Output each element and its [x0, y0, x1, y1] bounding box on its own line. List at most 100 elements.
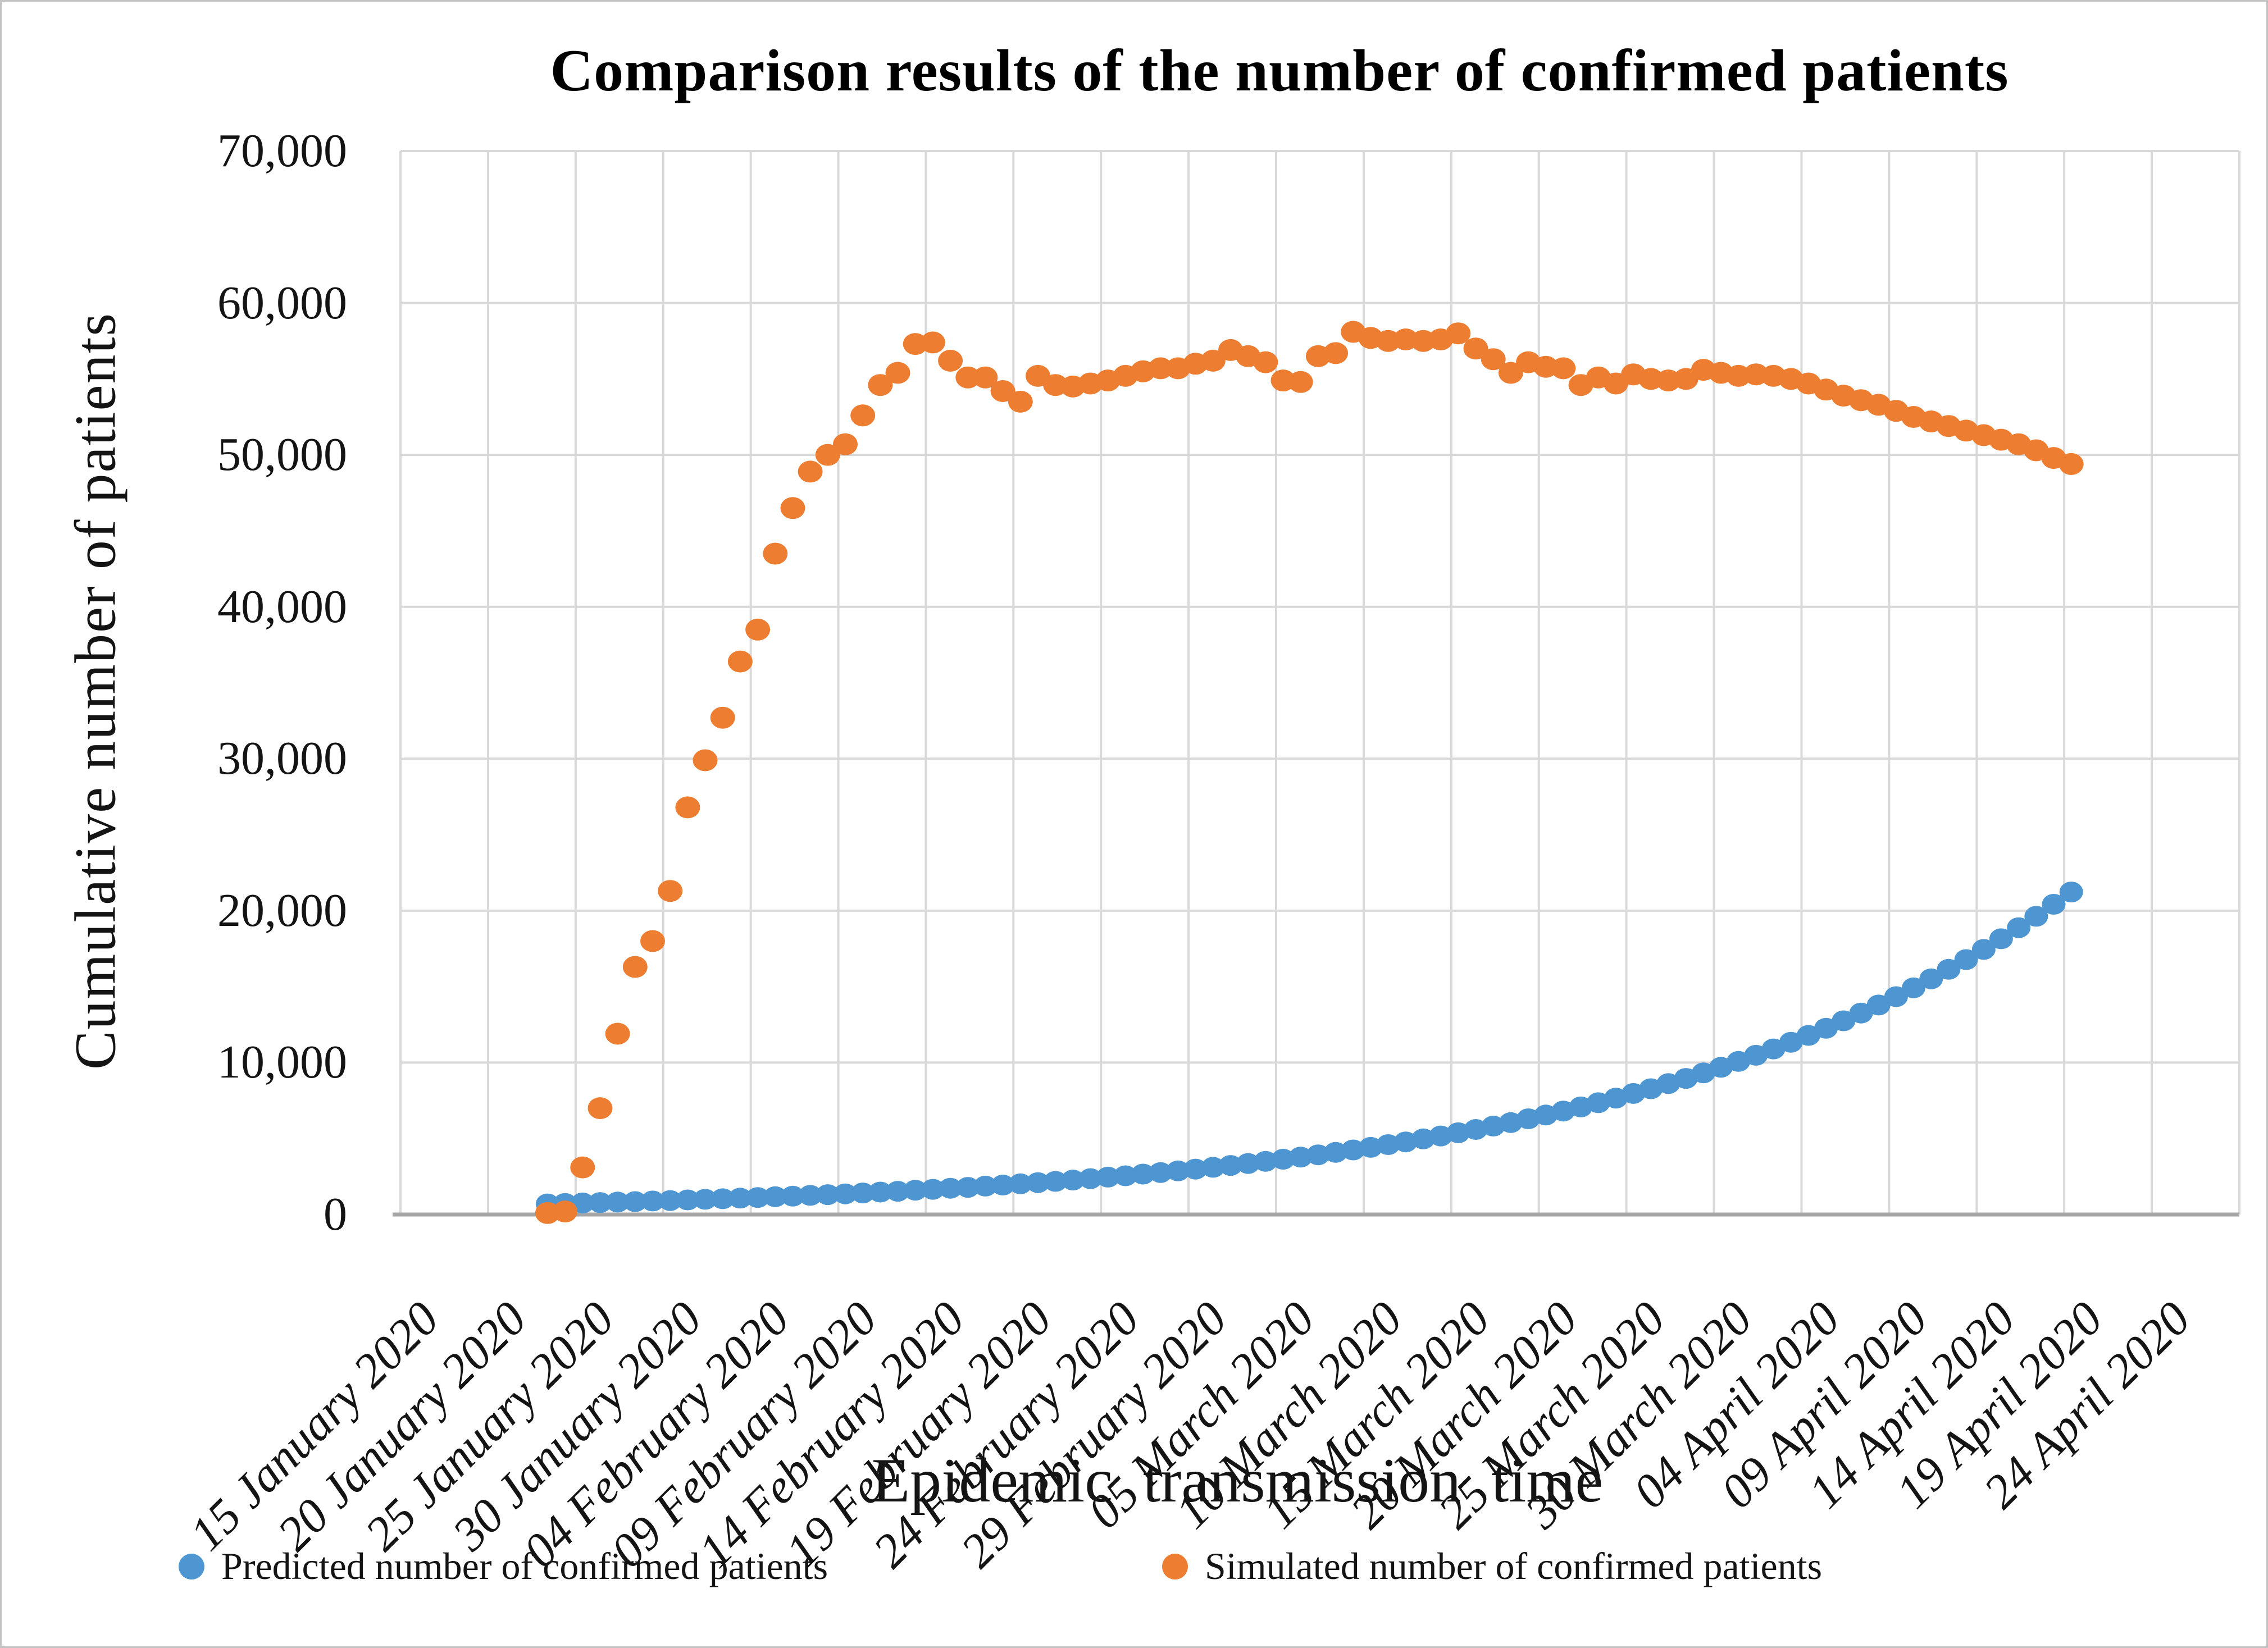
- data-point: [1814, 1017, 1838, 1039]
- data-point: [1200, 349, 1226, 372]
- simulated-series-points: [535, 321, 2084, 1224]
- data-point: [1832, 1010, 1856, 1031]
- data-point: [1989, 928, 2013, 949]
- data-point: [763, 1186, 787, 1207]
- data-point: [1481, 348, 1506, 371]
- data-point: [693, 1189, 717, 1210]
- data-point: [1376, 1134, 1400, 1155]
- data-point: [658, 1190, 682, 1211]
- data-point: [2059, 882, 2083, 903]
- data-point: [1236, 1153, 1260, 1174]
- data-point: [1463, 337, 1488, 360]
- data-point: [868, 1181, 892, 1203]
- data-point: [675, 796, 700, 819]
- y-tick-label: 70,000: [217, 125, 347, 177]
- data-point: [956, 1177, 980, 1198]
- data-point: [1183, 1158, 1208, 1180]
- data-point: [588, 1192, 612, 1213]
- data-point: [1078, 1168, 1103, 1189]
- data-point: [834, 1183, 857, 1204]
- data-point: [1324, 1142, 1348, 1163]
- data-point: [710, 706, 735, 729]
- data-point: [1884, 986, 1908, 1007]
- data-point: [763, 542, 788, 565]
- data-point: [711, 1188, 735, 1209]
- x-axis-title: Epidemic transmission time: [871, 1446, 1604, 1515]
- data-point: [1902, 977, 1925, 998]
- data-point: [1551, 357, 1576, 380]
- legend-label-predicted: Predicted number of confirmed patients: [221, 1545, 828, 1587]
- data-point: [746, 1187, 770, 1208]
- data-point: [815, 444, 840, 466]
- data-point: [939, 1177, 963, 1199]
- predicted-series-marker-icon: [179, 1554, 204, 1579]
- data-point: [605, 1192, 630, 1213]
- y-tick-label: 40,000: [217, 580, 347, 633]
- data-point: [798, 460, 823, 483]
- data-point: [1061, 1170, 1085, 1191]
- simulated-series-marker-icon: [1162, 1554, 1188, 1579]
- predicted-series-points: [535, 882, 2083, 1215]
- y-tick-label: 30,000: [217, 732, 347, 785]
- data-point: [885, 362, 910, 384]
- data-point: [1341, 1139, 1365, 1161]
- data-point: [1498, 362, 1523, 384]
- data-point: [850, 404, 876, 427]
- data-point: [727, 650, 753, 673]
- data-point: [658, 880, 683, 902]
- data-point: [1253, 351, 1278, 373]
- data-point: [1796, 1025, 1820, 1046]
- data-point: [676, 1189, 700, 1211]
- data-point: [1166, 1160, 1190, 1181]
- y-tick-label: 20,000: [217, 884, 347, 937]
- data-point: [2024, 906, 2048, 927]
- y-axis-title: Cumulative number of patients: [63, 312, 128, 1070]
- data-point: [1008, 390, 1033, 413]
- data-point: [781, 1185, 805, 1207]
- data-point: [921, 1179, 945, 1200]
- data-point: [1393, 1131, 1418, 1153]
- legend-item-simulated: Simulated number of confirmed patients: [1162, 1544, 1822, 1588]
- data-point: [640, 930, 665, 952]
- data-point: [780, 497, 805, 519]
- data-point: [1201, 1157, 1225, 1178]
- data-point: [990, 380, 1015, 402]
- data-point: [1866, 994, 1891, 1016]
- data-point: [938, 349, 963, 372]
- data-point: [1096, 1166, 1120, 1188]
- data-point: [886, 1181, 910, 1202]
- data-point: [1919, 968, 1943, 989]
- data-point: [728, 1188, 752, 1209]
- data-point: [991, 1175, 1015, 1195]
- data-point: [622, 956, 648, 978]
- y-tick-label: 60,000: [217, 276, 347, 329]
- data-point: [1306, 1144, 1330, 1166]
- data-point: [955, 366, 981, 389]
- data-point: [623, 1191, 647, 1212]
- data-point: [833, 433, 858, 455]
- data-point: [868, 374, 893, 396]
- legend-item-predicted: Predicted number of confirmed patients: [179, 1544, 828, 1588]
- data-point: [798, 1185, 822, 1206]
- y-tick-label: 0: [324, 1188, 347, 1240]
- data-point: [1008, 1173, 1032, 1194]
- data-point: [903, 1180, 927, 1201]
- data-point: [1148, 357, 1173, 380]
- data-point: [1288, 371, 1313, 393]
- data-point: [745, 618, 771, 641]
- data-point: [2042, 894, 2066, 915]
- chart-title: Comparison results of the number of conf…: [550, 38, 2009, 103]
- data-point: [1271, 1149, 1295, 1170]
- y-tick-label: 10,000: [217, 1036, 347, 1089]
- legend-label-simulated: Simulated number of confirmed patients: [1205, 1545, 1823, 1587]
- y-tick-label: 50,000: [217, 428, 347, 481]
- data-point: [816, 1184, 840, 1206]
- data-point: [920, 331, 945, 354]
- data-point: [641, 1190, 664, 1212]
- data-point: [1149, 1162, 1173, 1183]
- data-point: [1044, 1171, 1068, 1192]
- data-point: [1429, 1125, 1453, 1147]
- data-point: [973, 1175, 998, 1197]
